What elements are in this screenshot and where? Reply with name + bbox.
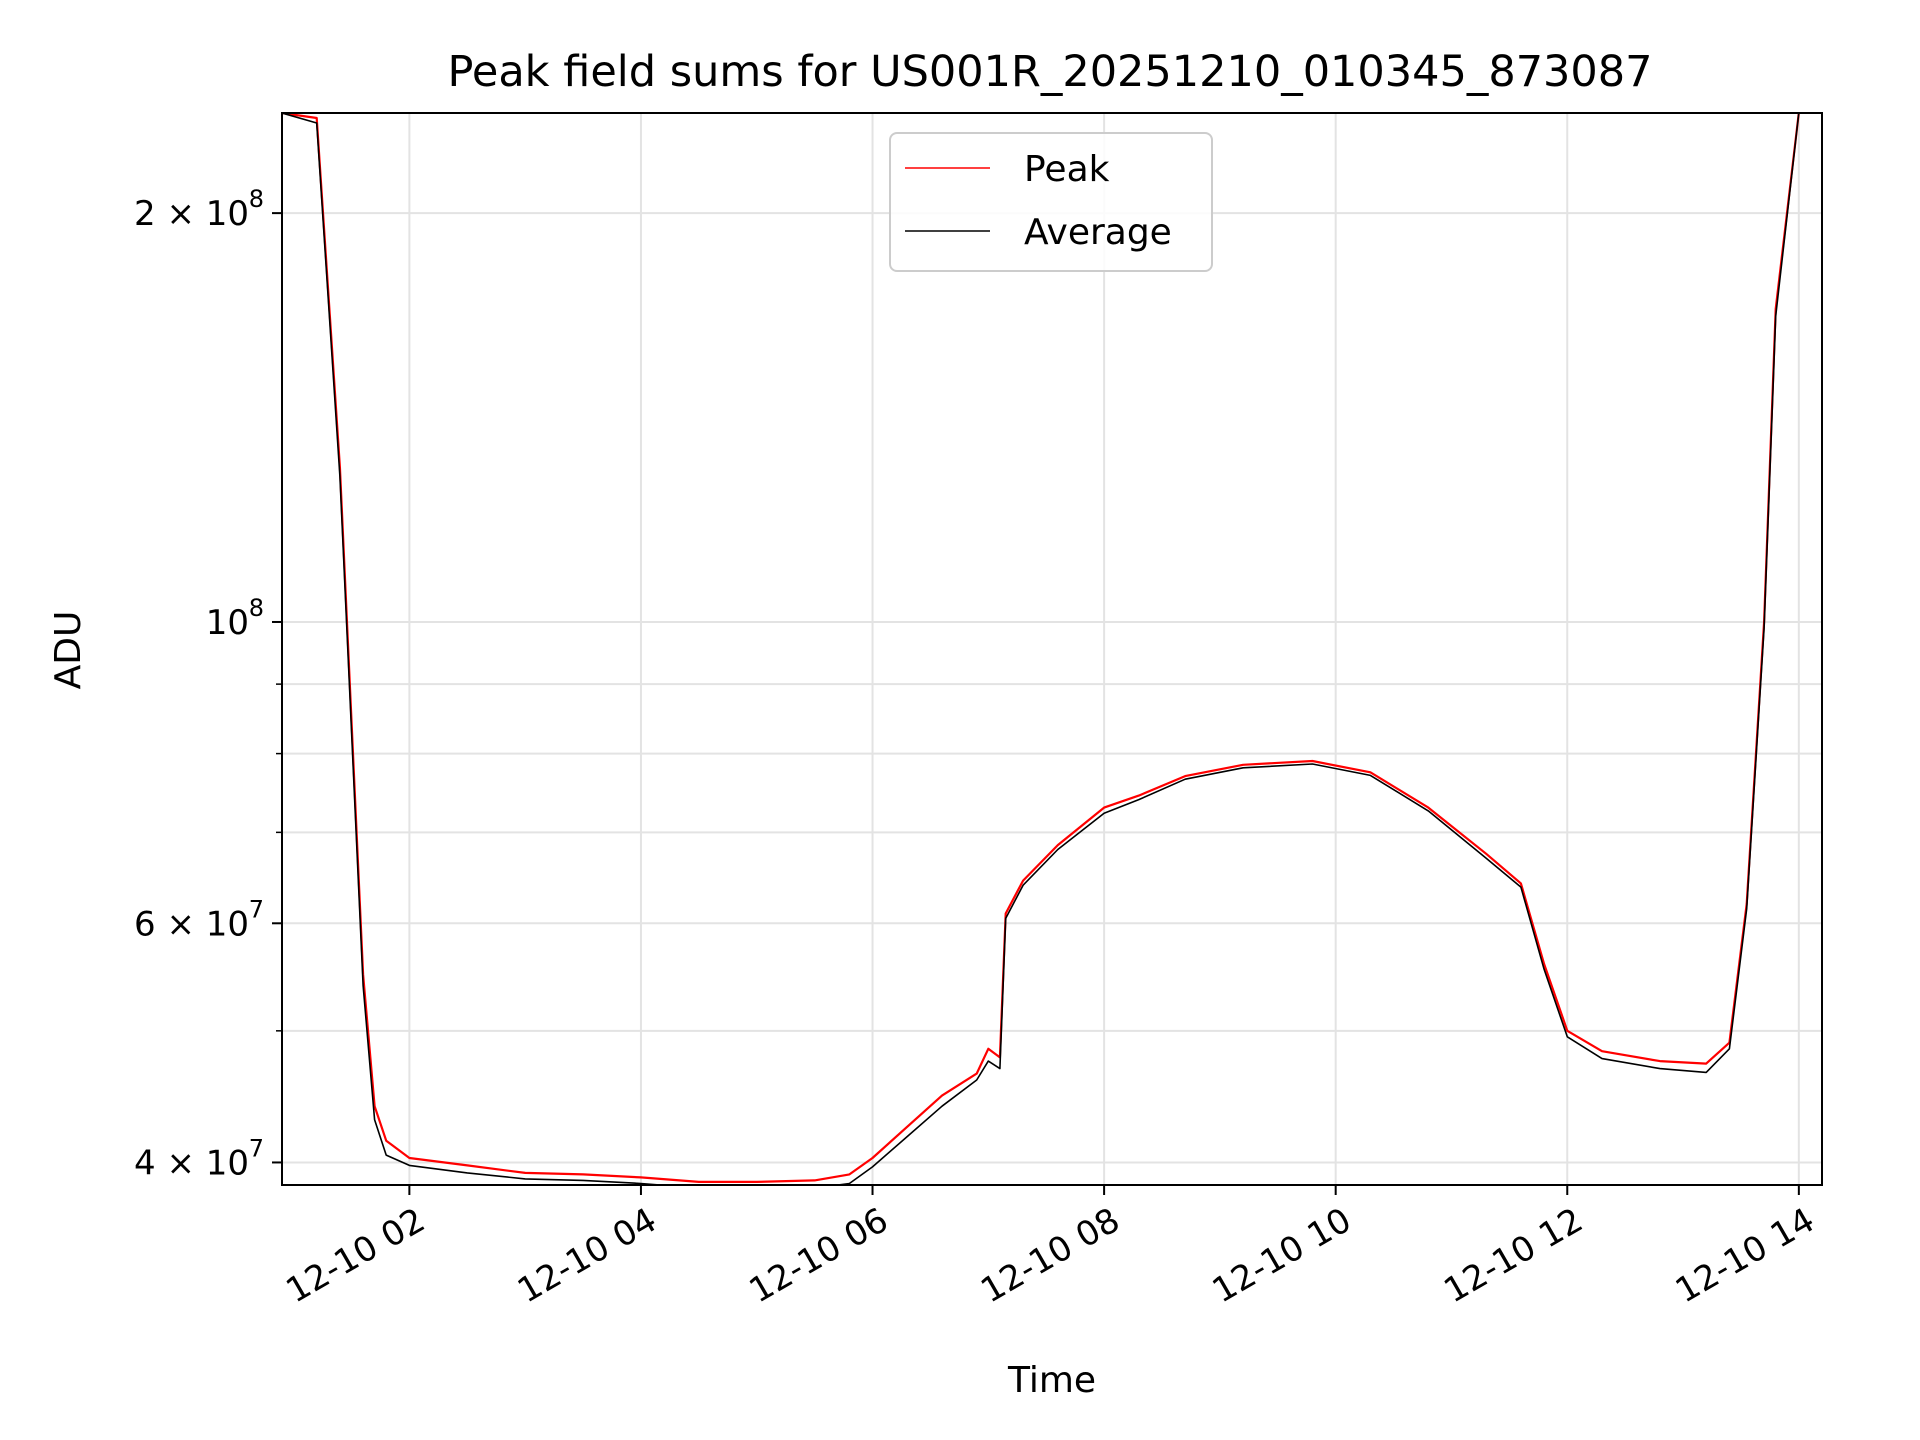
y-tick-label: 810 bbox=[206, 594, 264, 643]
y-tick-label: 76 × 10 bbox=[134, 895, 264, 944]
y-tick-label-exponent: 8 bbox=[249, 185, 264, 213]
y-tick-label-exponent: 7 bbox=[249, 895, 264, 923]
series-line-average bbox=[282, 113, 1800, 1185]
legend: Peak Average bbox=[889, 132, 1213, 272]
series-line-peak bbox=[282, 113, 1800, 1184]
y-tick-label-base: 6 × 10 bbox=[134, 904, 249, 944]
series-layer bbox=[282, 113, 1800, 1185]
x-axis-label: Time bbox=[1007, 1360, 1096, 1401]
y-axis-label: ADU bbox=[48, 611, 89, 690]
y-tick-label-base: 4 × 10 bbox=[134, 1143, 249, 1183]
y-tick-label-exponent: 8 bbox=[249, 594, 264, 622]
y-tick-label: 74 × 10 bbox=[134, 1134, 264, 1183]
y-tick-label-exponent: 7 bbox=[249, 1134, 264, 1162]
y-tick-label-base: 2 × 10 bbox=[134, 194, 249, 234]
legend-label-average: Average bbox=[1024, 212, 1172, 253]
y-tick-label-base: 10 bbox=[206, 603, 249, 643]
plot-frame bbox=[281, 112, 1823, 1186]
legend-label-peak: Peak bbox=[1024, 149, 1110, 190]
y-tick-label: 82 × 10 bbox=[134, 185, 264, 234]
chart-title: Peak field sums for US001R_20251210_0103… bbox=[447, 47, 1652, 97]
